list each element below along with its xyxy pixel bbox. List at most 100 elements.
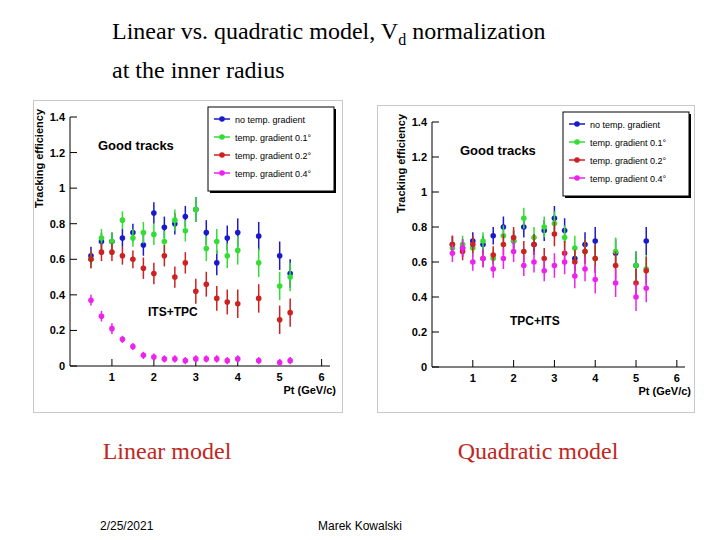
footer-date: 2/25/2021 (100, 519, 153, 533)
y-tick-label: 1.4 (50, 111, 66, 123)
legend-label: temp. gradient 0.4° (235, 169, 312, 179)
data-point (582, 249, 588, 255)
x-axis-line (432, 367, 685, 368)
legend-label: temp. gradient 0.1° (590, 138, 667, 148)
data-point (572, 273, 578, 279)
data-point (141, 265, 147, 271)
data-point (287, 310, 293, 316)
plot-data (450, 206, 649, 311)
data-point (490, 233, 496, 239)
data-point (162, 356, 168, 362)
data-point (88, 297, 94, 303)
y-tick (432, 332, 439, 333)
x-tick-label: 4 (235, 371, 242, 383)
data-point (172, 274, 178, 280)
data-point (552, 263, 558, 269)
y-tick (70, 330, 77, 331)
data-point (214, 356, 220, 362)
data-point (592, 277, 598, 283)
data-point (151, 354, 157, 360)
data-point (643, 268, 649, 274)
slide: Linear vs. quadratic model, Vd normaliza… (0, 0, 720, 540)
y-tick (70, 152, 77, 153)
data-point (193, 356, 199, 362)
y-tick-label: 0.2 (50, 324, 65, 336)
x-tick-label: 2 (151, 371, 157, 383)
x-tick (111, 359, 112, 366)
data-point (552, 231, 558, 237)
data-point (235, 230, 241, 236)
y-tick (70, 188, 77, 189)
data-point (193, 207, 199, 213)
y-axis-line (70, 117, 71, 366)
y-axis-title: Tracking efficiency (33, 108, 45, 208)
legend-label: temp. gradient 0.1° (235, 133, 312, 143)
data-point (277, 360, 283, 366)
data-point (287, 358, 293, 364)
title-run: Linear vs. quadratic model, V (112, 18, 398, 44)
x-axis-title: Pt (GeV/c) (638, 385, 691, 397)
y-tick-label: 0.4 (50, 289, 66, 301)
data-point (203, 246, 209, 252)
data-point (130, 344, 136, 350)
data-point (592, 256, 598, 262)
plot-data (88, 197, 293, 366)
legend-swatch (574, 157, 580, 163)
data-point (193, 207, 199, 213)
legend-label: temp. gradient 0.2° (235, 151, 312, 161)
legend-swatch (574, 121, 580, 127)
data-point (151, 210, 157, 216)
data-point (511, 249, 517, 255)
data-point (183, 214, 189, 220)
y-tick (70, 259, 77, 260)
data-point (633, 294, 639, 300)
data-point (501, 256, 507, 262)
data-point (88, 256, 94, 262)
y-tick (432, 262, 439, 263)
data-point (183, 358, 189, 364)
legend-label: temp. gradient 0.4° (590, 174, 667, 184)
y-tick-label: 0.2 (412, 326, 427, 338)
data-point (613, 280, 619, 286)
data-point (214, 239, 220, 245)
data-point (470, 242, 476, 248)
data-point (480, 256, 486, 262)
x-tick (676, 360, 677, 367)
footer-author: Marek Kowalski (260, 519, 460, 533)
data-point (183, 260, 189, 266)
y-tick (432, 297, 439, 298)
x-tick (513, 360, 514, 367)
x-tick (554, 360, 555, 367)
data-point (109, 326, 115, 332)
annotation: ITS+TPC (148, 305, 198, 319)
data-point (183, 228, 189, 234)
y-tick (70, 366, 77, 367)
data-point (277, 253, 283, 259)
data-point (214, 296, 220, 302)
title-run: d (398, 31, 406, 48)
data-point (224, 358, 230, 364)
y-tick-label: 1.2 (412, 151, 427, 163)
data-point (203, 356, 209, 362)
data-point (151, 232, 157, 238)
slide-title: Linear vs. quadratic model, Vd normaliza… (112, 16, 545, 85)
legend-swatch (574, 175, 580, 181)
data-point (633, 263, 639, 269)
data-point (203, 281, 209, 287)
data-point (541, 224, 547, 230)
data-point (256, 358, 262, 364)
data-point (99, 313, 105, 319)
data-point (531, 242, 537, 248)
data-point (480, 256, 486, 262)
data-point (235, 301, 241, 307)
y-tick (432, 122, 439, 123)
data-point (277, 317, 283, 323)
title-run: at the inner radius (112, 57, 285, 83)
x-tick-label: 4 (592, 372, 599, 384)
data-point (480, 238, 486, 244)
y-tick (70, 223, 77, 224)
data-point (490, 252, 496, 258)
chart-caption: Linear model (47, 438, 287, 465)
legend-label: no temp. gradient (235, 115, 306, 125)
data-point (172, 356, 178, 362)
